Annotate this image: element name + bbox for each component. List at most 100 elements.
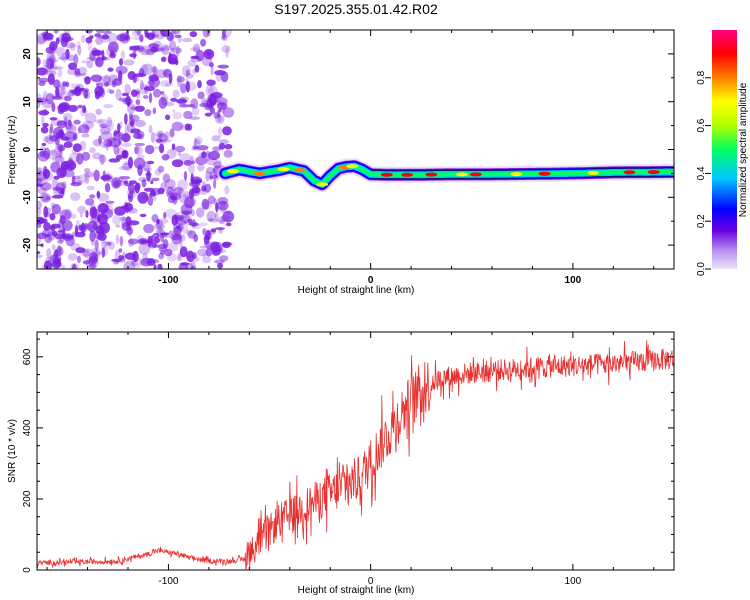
noise-blob [70, 192, 81, 202]
noise-blob [56, 47, 66, 57]
noise-blob [211, 135, 220, 142]
noise-blob [130, 128, 141, 134]
noise-blob [108, 74, 118, 83]
noise-blob [74, 86, 82, 97]
noise-blob [97, 203, 109, 214]
noise-blob [85, 210, 89, 218]
noise-blob [101, 144, 109, 148]
noise-blob [51, 102, 56, 113]
noise-blob [143, 86, 155, 92]
x-tick-label: -100 [158, 576, 178, 587]
noise-blob [52, 66, 64, 70]
noise-blob [168, 73, 173, 84]
noise-blob [185, 69, 190, 76]
y-tick-label: 200 [22, 490, 33, 507]
noise-blob [52, 95, 63, 100]
noise-blob [46, 248, 52, 259]
signal-upper-edge [372, 167, 674, 172]
noise-blob [207, 195, 216, 205]
noise-blob [73, 53, 79, 66]
noise-blob [164, 101, 175, 107]
noise-blob [56, 167, 67, 179]
noise-blob [204, 183, 212, 193]
noise-blob [161, 44, 170, 56]
noise-blob [59, 190, 65, 197]
noise-blob [118, 134, 123, 145]
noise-blob [110, 136, 122, 140]
noise-blob [68, 104, 78, 113]
noise-blob [168, 57, 178, 65]
noise-blob [124, 83, 131, 96]
signal-hotspot [277, 167, 290, 172]
noise-blob [202, 30, 211, 38]
noise-blob [194, 136, 203, 145]
spectrogram-ylabel: Frequency (Hz) [7, 116, 18, 185]
noise-blob [114, 249, 121, 261]
noise-blob [187, 59, 197, 67]
noise-blob [142, 161, 151, 172]
noise-blob [46, 70, 57, 77]
noise-blob [88, 263, 97, 269]
noise-blob [177, 188, 182, 199]
noise-blob [95, 225, 105, 235]
noise-blob [192, 186, 201, 194]
noise-blob [164, 131, 170, 141]
noise-blob [206, 98, 215, 109]
noise-blob [118, 248, 123, 253]
noise-blob [133, 145, 144, 156]
noise-blob [105, 241, 112, 246]
noise-blob [37, 97, 48, 102]
noise-blob [63, 141, 73, 148]
noise-blob [147, 160, 155, 165]
noise-blob [90, 247, 101, 260]
noise-blob [153, 236, 160, 244]
noise-blob [119, 216, 128, 221]
noise-blob [60, 233, 71, 240]
noise-blob [199, 245, 212, 249]
noise-blob [73, 132, 78, 141]
noise-blob [89, 35, 94, 39]
noise-blob [195, 156, 208, 166]
noise-blob [122, 98, 134, 105]
signal-hotspot [316, 182, 329, 187]
noise-blob [40, 126, 49, 134]
noise-blob [191, 106, 200, 116]
noise-blob [139, 213, 147, 218]
noise-blob [165, 114, 171, 121]
noise-blob [170, 47, 183, 54]
noise-blob [75, 247, 86, 254]
noise-blob [84, 76, 91, 85]
noise-blob [148, 42, 158, 54]
noise-blob [41, 193, 51, 203]
noise-blob [96, 192, 100, 196]
noise-blob [84, 198, 95, 206]
noise-blob [53, 186, 62, 197]
noise-blob [96, 214, 102, 222]
snr-frame [36, 331, 675, 571]
noise-blob [170, 97, 178, 102]
noise-blob [76, 40, 81, 50]
noise-blob [46, 207, 52, 213]
signal-hotspot [346, 164, 359, 169]
noise-blob [132, 250, 139, 263]
noise-blob [183, 110, 193, 120]
noise-blob [69, 42, 76, 52]
noise-blob [216, 102, 228, 110]
noise-blob [151, 30, 156, 40]
noise-blob [174, 34, 182, 38]
noise-blob [212, 146, 221, 152]
noise-blob [113, 180, 120, 188]
noise-blob [147, 33, 160, 38]
noise-blob [185, 73, 194, 79]
noise-blob [89, 206, 98, 219]
noise-blob [128, 113, 133, 119]
noise-blob [43, 108, 48, 116]
snr-series-line [37, 340, 674, 570]
noise-blob [121, 133, 131, 143]
noise-blob [98, 87, 106, 98]
noise-blob [171, 143, 176, 151]
noise-blob [189, 31, 198, 38]
noise-blob [134, 105, 145, 112]
